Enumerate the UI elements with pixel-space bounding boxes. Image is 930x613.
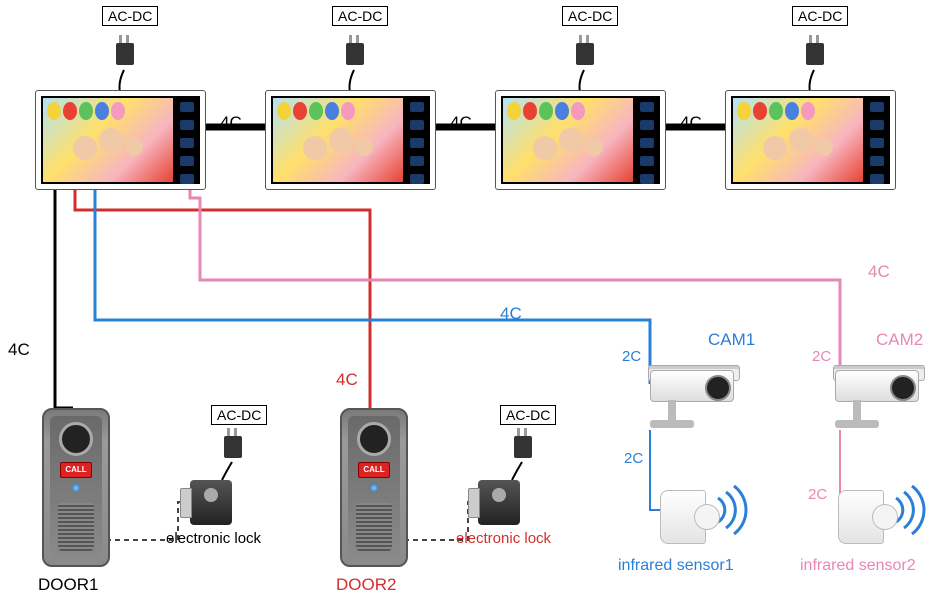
- acdc-label-3: AC-DC: [562, 6, 618, 26]
- adapter-monitor-3: [570, 35, 600, 75]
- cable-2c-pir1: 2C: [624, 450, 643, 467]
- cable-2c-cam1: 2C: [622, 348, 641, 365]
- adapter-monitor-4: [800, 35, 830, 75]
- monitor-3: [495, 90, 666, 190]
- elock1-label: electronic lock: [166, 530, 261, 547]
- camera-1: [630, 370, 740, 440]
- diagram-stage: CALL CALL AC-DC AC-DC AC-DC AC-DC AC-DC …: [0, 0, 930, 613]
- door-unit-1: CALL: [42, 408, 110, 567]
- electronic-lock-1: [190, 480, 232, 525]
- cable-4c-cam2: 4C: [868, 262, 890, 282]
- acdc-label-4: AC-DC: [792, 6, 848, 26]
- cable-2c-cam2: 2C: [812, 348, 831, 365]
- call-button-1: CALL: [60, 462, 92, 478]
- infrared-sensor-2: [838, 490, 892, 548]
- cable-4c-door1: 4C: [8, 340, 30, 360]
- camera-2: [815, 370, 925, 440]
- ir2-label: infrared sensor2: [800, 557, 916, 575]
- cable-4c-mon-1: 4C: [220, 113, 242, 133]
- electronic-lock-2: [478, 480, 520, 525]
- infrared-sensor-1: [660, 490, 714, 548]
- adapter-monitor-2: [340, 35, 370, 75]
- door-unit-2: CALL: [340, 408, 408, 567]
- acdc-label-1: AC-DC: [102, 6, 158, 26]
- door2-label: DOOR2: [336, 575, 396, 595]
- cable-4c-cam1: 4C: [500, 304, 522, 324]
- door1-label: DOOR1: [38, 575, 98, 595]
- acdc-label-lock-2: AC-DC: [500, 405, 556, 425]
- cable-4c-mon-3: 4C: [680, 113, 702, 133]
- cable-2c-pir2: 2C: [808, 486, 827, 503]
- cable-4c-mon-2: 4C: [450, 113, 472, 133]
- elock2-label: electronic lock: [456, 530, 551, 547]
- cam2-label: CAM2: [876, 330, 923, 350]
- adapter-monitor-1: [110, 35, 140, 75]
- adapter-lock-2: [508, 428, 538, 468]
- acdc-label-2: AC-DC: [332, 6, 388, 26]
- adapter-lock-1: [218, 428, 248, 468]
- call-button-2: CALL: [358, 462, 390, 478]
- monitor-4: [725, 90, 896, 190]
- monitor-2: [265, 90, 436, 190]
- cable-4c-door2: 4C: [336, 370, 358, 390]
- cam1-label: CAM1: [708, 330, 755, 350]
- ir1-label: infrared sensor1: [618, 557, 734, 575]
- acdc-label-lock-1: AC-DC: [211, 405, 267, 425]
- monitor-1: [35, 90, 206, 190]
